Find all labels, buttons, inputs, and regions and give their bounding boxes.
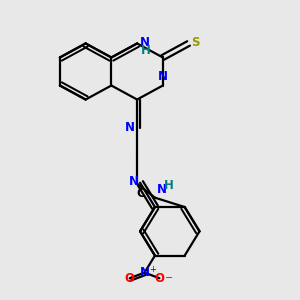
Text: O: O <box>154 272 164 285</box>
Text: −: − <box>165 273 173 283</box>
Text: N: N <box>140 36 149 50</box>
Text: N: N <box>158 70 168 83</box>
Text: N: N <box>156 183 167 196</box>
Text: H: H <box>164 179 174 192</box>
Text: +: + <box>149 265 156 274</box>
Text: N: N <box>125 121 135 134</box>
Text: N: N <box>129 175 139 188</box>
Text: O: O <box>125 272 135 285</box>
Text: C: C <box>136 187 145 200</box>
Text: S: S <box>191 36 200 50</box>
Text: N: N <box>140 266 149 279</box>
Text: H: H <box>141 44 151 57</box>
